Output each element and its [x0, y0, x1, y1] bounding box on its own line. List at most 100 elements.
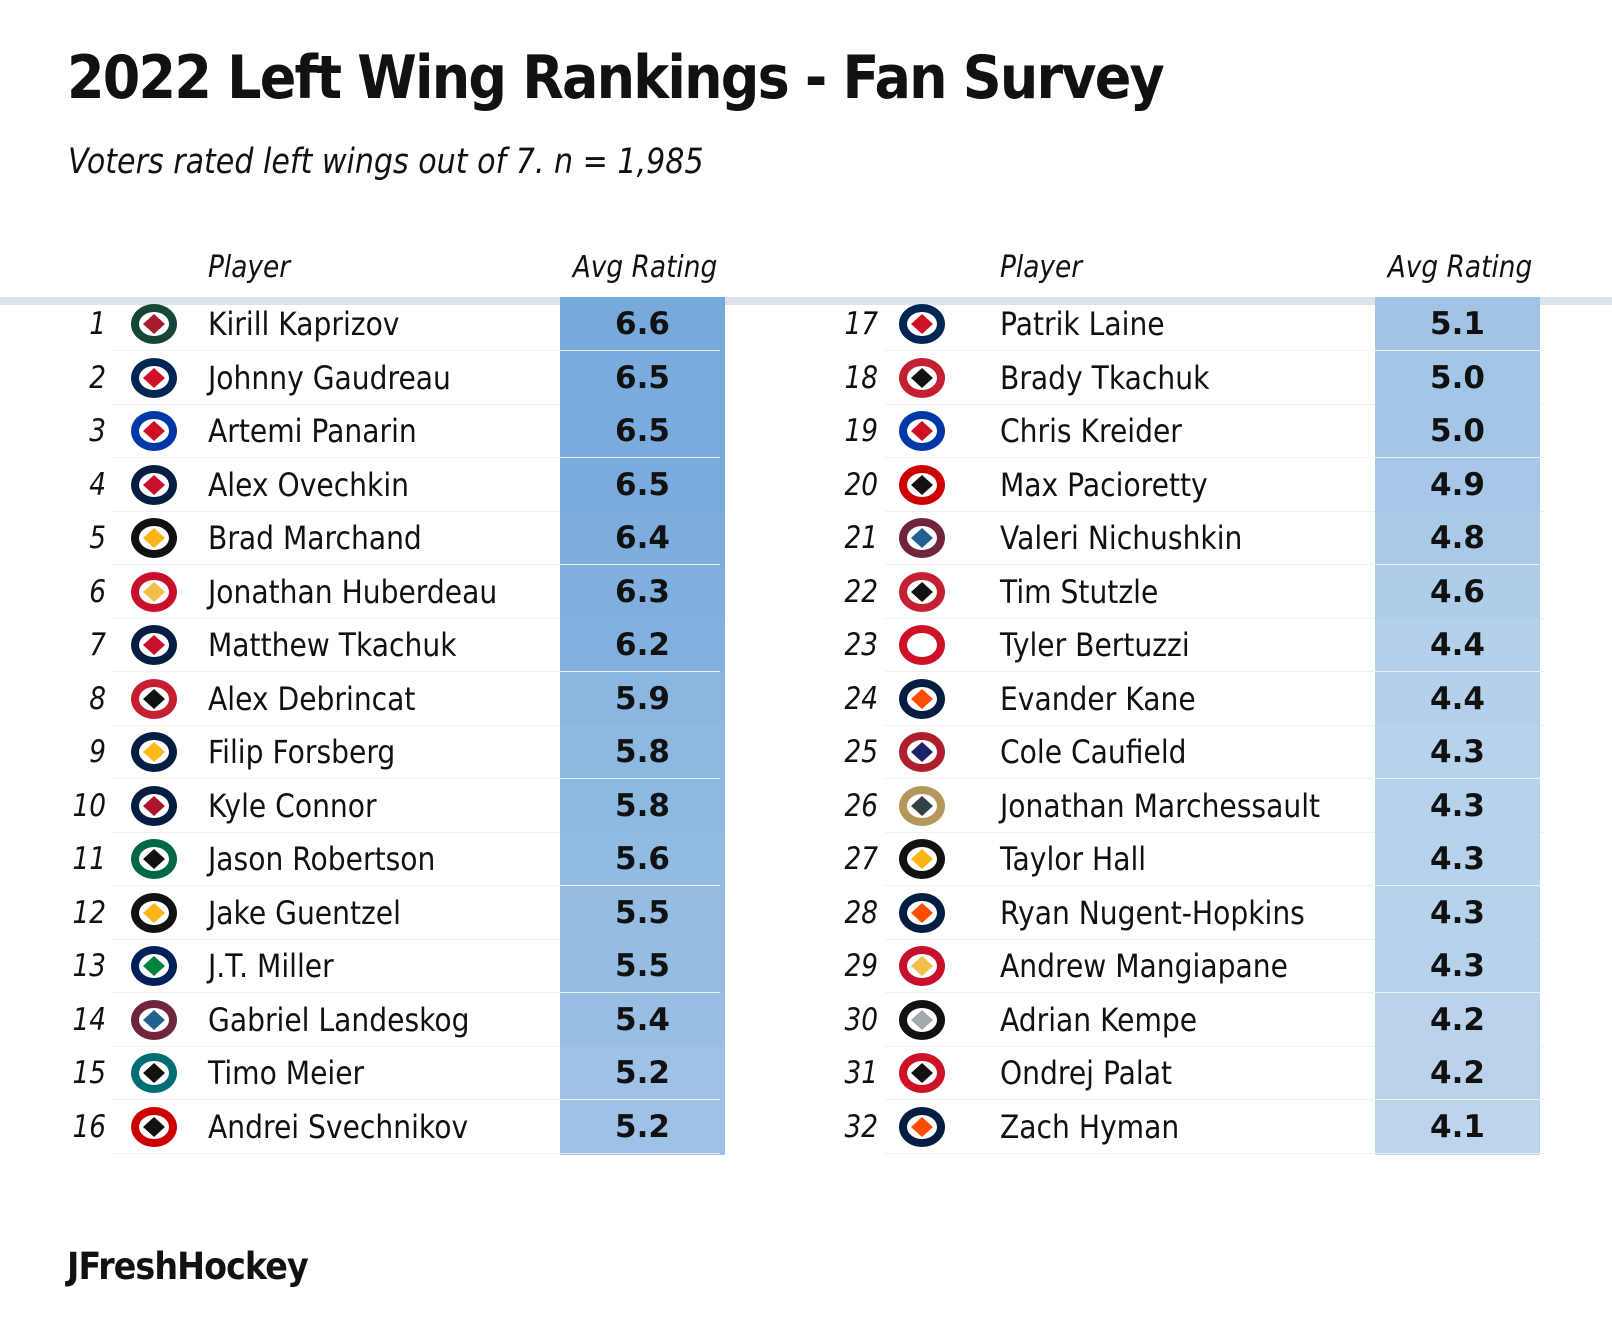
rating-cell: 4.3: [1375, 725, 1540, 780]
rating-cell: 5.4: [560, 993, 725, 1048]
table-row: 23 Tyler Bertuzzi 4.4: [0, 618, 1612, 673]
table-row: 27 Taylor Hall 4.3: [0, 832, 1612, 887]
row-divider: [112, 885, 720, 886]
team-logo-icon: [895, 300, 949, 348]
table-row: 20 Max Pacioretty 4.9: [0, 458, 1612, 513]
table-row: 21 Valeri Nichushkin 4.8: [0, 511, 1612, 566]
rank-label: 3: [89, 413, 106, 449]
team-logo-icon: [895, 782, 949, 830]
rating-cell: 6.5: [560, 351, 725, 406]
table-row: 3 Artemi Panarin 6.5: [0, 404, 1612, 459]
rank-label: 32: [844, 1109, 878, 1145]
row-divider: [112, 618, 720, 619]
row-divider: [885, 350, 1545, 351]
rating-cell: 5.2: [560, 1046, 725, 1101]
table-row: 28 Ryan Nugent-Hopkins 4.3: [0, 886, 1612, 941]
row-divider: [112, 939, 720, 940]
player-name: Timo Meier: [208, 1054, 365, 1092]
row-divider: [112, 511, 720, 512]
rating-cell: 5.5: [560, 939, 725, 994]
table-row: 10 Kyle Connor 5.8: [0, 779, 1612, 834]
rank-label: 18: [844, 360, 878, 396]
player-name: Adrian Kempe: [1000, 1001, 1198, 1039]
table-row: 22 Tim Stutzle 4.6: [0, 565, 1612, 620]
row-divider: [112, 1153, 720, 1154]
rank-label: 14: [72, 1002, 106, 1038]
rating-cell: 4.3: [1375, 886, 1540, 941]
rating-cell: 6.6: [560, 297, 725, 352]
rating-cell: 4.6: [1375, 565, 1540, 620]
rating-cell: 5.2: [560, 1100, 725, 1155]
rating-cell: 5.8: [560, 725, 725, 780]
rating-cell: 6.5: [560, 404, 725, 459]
team-logo-icon: [127, 1103, 181, 1151]
rating-cell: 4.2: [1375, 993, 1540, 1048]
rating-cell: 6.4: [560, 511, 725, 566]
player-name: Kyle Connor: [208, 787, 377, 825]
row-divider: [112, 457, 720, 458]
header-rating-left: Avg Rating: [572, 250, 718, 285]
rank-label: 17: [844, 306, 878, 342]
chart-subtitle: Voters rated left wings out of 7. n = 1,…: [68, 142, 704, 182]
table-row: 24 Evander Kane 4.4: [0, 672, 1612, 727]
player-name: Alex Debrincat: [208, 680, 416, 718]
player-name: Ondrej Palat: [1000, 1054, 1173, 1092]
rank-label: 13: [72, 948, 106, 984]
table-row: 7 Matthew Tkachuk 6.2: [0, 618, 1612, 673]
row-divider: [885, 992, 1545, 993]
rank-label: 31: [844, 1055, 878, 1091]
row-divider: [885, 564, 1545, 565]
row-divider: [885, 511, 1545, 512]
credit-text: JFreshHockey: [67, 1245, 309, 1288]
team-logo-icon: [127, 407, 181, 455]
rank-label: 21: [844, 520, 878, 556]
team-logo-icon: [127, 568, 181, 616]
player-name: Tyler Bertuzzi: [1000, 626, 1190, 664]
row-divider: [112, 725, 720, 726]
rating-cell: 5.6: [560, 832, 725, 887]
player-name: Chris Kreider: [1000, 412, 1182, 450]
rank-label: 12: [72, 895, 106, 931]
table-row: 14 Gabriel Landeskog 5.4: [0, 993, 1612, 1048]
team-logo-icon: [895, 942, 949, 990]
row-divider: [885, 1099, 1545, 1100]
row-divider: [112, 992, 720, 993]
rank-label: 29: [844, 948, 878, 984]
row-divider: [885, 778, 1545, 779]
rating-cell: 5.5: [560, 886, 725, 941]
rank-label: 19: [844, 413, 878, 449]
row-divider: [112, 564, 720, 565]
rank-label: 16: [72, 1109, 106, 1145]
team-logo-icon: [895, 835, 949, 883]
row-divider: [112, 350, 720, 351]
rank-label: 15: [72, 1055, 106, 1091]
rank-label: 24: [844, 681, 878, 717]
player-name: Brady Tkachuk: [1000, 359, 1210, 397]
table-row: 13 J.T. Miller 5.5: [0, 939, 1612, 994]
team-logo-icon: [127, 514, 181, 562]
rank-label: 10: [72, 788, 106, 824]
player-name: J.T. Miller: [208, 947, 334, 985]
player-name: Gabriel Landeskog: [208, 1001, 470, 1039]
rank-label: 1: [89, 306, 106, 342]
player-name: Alex Ovechkin: [208, 466, 409, 504]
team-logo-icon: [127, 835, 181, 883]
team-logo-icon: [895, 407, 949, 455]
row-divider: [885, 725, 1545, 726]
player-name: Jake Guentzel: [208, 894, 401, 932]
rank-label: 8: [89, 681, 106, 717]
rank-label: 22: [844, 574, 878, 610]
team-logo-icon: [895, 889, 949, 937]
rating-cell: 4.3: [1375, 939, 1540, 994]
team-logo-icon: [127, 728, 181, 776]
player-name: Artemi Panarin: [208, 412, 417, 450]
team-logo-icon: [895, 728, 949, 776]
player-name: Brad Marchand: [208, 519, 422, 557]
rank-label: 30: [844, 1002, 878, 1038]
table-row: 29 Andrew Mangiapane 4.3: [0, 939, 1612, 994]
rating-cell: 4.4: [1375, 618, 1540, 673]
table-row: 12 Jake Guentzel 5.5: [0, 886, 1612, 941]
rating-cell: 6.2: [560, 618, 725, 673]
team-logo-icon: [895, 354, 949, 402]
rating-cell: 5.0: [1375, 404, 1540, 459]
